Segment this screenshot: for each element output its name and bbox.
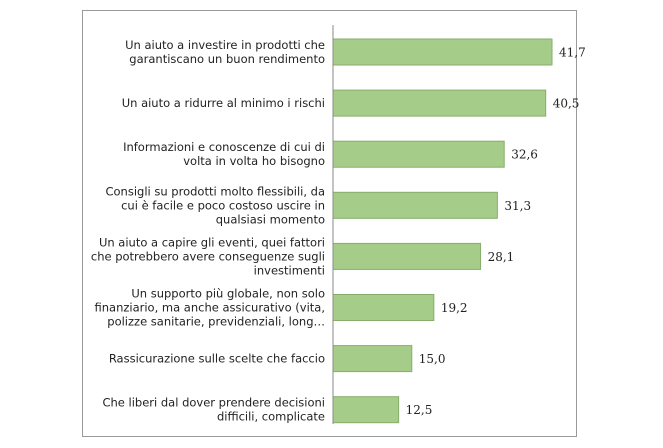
bar [332, 396, 400, 424]
category-label: Consigli su prodotti molto flessibili, d… [105, 184, 325, 198]
category-label: Rassicurazione sulle scelte che faccio [109, 352, 325, 366]
category-label: Un aiuto a investire in prodotti che [125, 38, 325, 52]
bar [332, 38, 553, 66]
category-label: polizze sanitarie, previdenziali, long… [107, 315, 325, 329]
category-label: investimenti [254, 263, 325, 277]
data-label: 41,7 [559, 46, 586, 60]
data-label: 28,1 [488, 250, 515, 264]
data-label: 15,0 [419, 352, 446, 366]
category-labels: Un aiuto a investire in prodotti chegara… [91, 38, 325, 424]
bars-layer [332, 38, 553, 424]
data-label: 31,3 [504, 199, 531, 213]
category-label: garantiscano un buon rendimento [129, 52, 325, 66]
bar [332, 345, 413, 373]
category-label: Che liberi dal dover prendere decisioni [102, 396, 325, 410]
category-label: volta in volta ho bisogno [183, 154, 325, 168]
category-label: finanziario, ma anche assicurativo (vita… [94, 301, 325, 315]
category-label: cui è facile e poco costoso uscire in [121, 198, 325, 212]
data-label: 12,5 [406, 403, 433, 417]
bar [332, 89, 547, 117]
data-label: 19,2 [441, 301, 468, 315]
data-label: 40,5 [553, 97, 580, 111]
value-labels: 41,7 40,5 32,6 31,3 28,1 19,2 15,0 12,5 [406, 46, 586, 418]
category-label: Un aiuto a ridurre al minimo i rischi [122, 96, 325, 110]
category-label: Un supporto più globale, non solo [131, 287, 325, 301]
bar [332, 140, 505, 168]
data-label: 32,6 [511, 148, 538, 162]
category-label: Un aiuto a capire gli eventi, quei fatto… [99, 235, 325, 249]
chart-frame [82, 10, 577, 437]
category-label: difficili, complicate [217, 410, 325, 424]
category-label: Informazioni e conoscenze di cui di [123, 140, 325, 154]
bar [332, 242, 482, 270]
bar [332, 191, 498, 219]
bar [332, 294, 435, 321]
category-label: che potrebbero avere conseguenze sugli [91, 249, 325, 263]
category-label: qualsiasi momento [216, 212, 325, 226]
